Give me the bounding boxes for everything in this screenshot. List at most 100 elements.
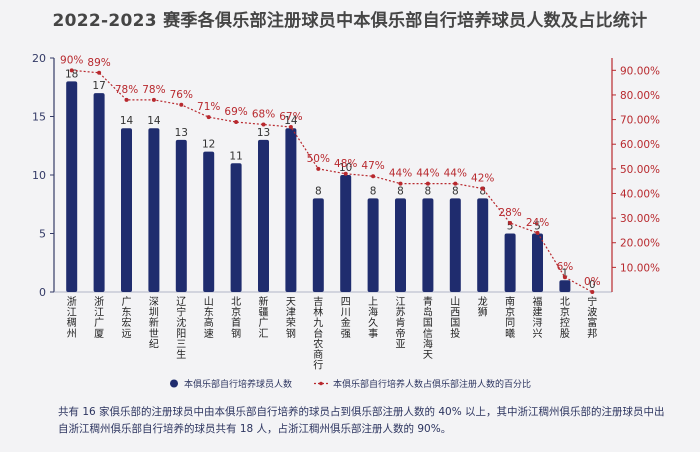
percent-label: 0%: [584, 276, 601, 288]
bar-value-label: 18: [65, 68, 78, 80]
category-label: 上海久事: [368, 296, 378, 340]
category-label: 辽宁沈阳三生: [176, 296, 186, 361]
percent-label: 28%: [498, 207, 521, 219]
category-label: 宁波富邦: [587, 295, 597, 340]
percent-point: [124, 97, 129, 102]
bar-value-label: 0: [589, 279, 596, 291]
right-axis-tick-label: 80.00%: [620, 90, 660, 102]
percent-point: [261, 122, 266, 127]
left-axis-tick-label: 10: [32, 169, 46, 182]
bar: [422, 198, 434, 292]
bar-value-label: 17: [92, 80, 105, 92]
percent-label: 50%: [307, 153, 330, 165]
percent-point: [371, 174, 376, 179]
bar: [395, 198, 406, 292]
bar-value-label: 14: [284, 115, 298, 127]
bar-value-label: 8: [479, 185, 486, 197]
percent-point: [97, 70, 102, 75]
percent-point: [480, 186, 485, 191]
category-label: 江苏肯帝亚: [396, 296, 406, 350]
bar-value-label: 14: [147, 115, 161, 127]
percent-label: 68%: [252, 109, 275, 121]
legend-bar-marker: [170, 379, 178, 388]
right-axis-tick-label: 90.00%: [620, 65, 660, 77]
category-label: 广东宏远: [122, 296, 132, 340]
line-series: 90% 89%78% 78% 76%71% 69% 68% 67%50% 48% 47%44% 4…: [60, 54, 601, 294]
category-label: 青岛国信海天: [423, 295, 433, 361]
bar-value-label: 12: [202, 139, 215, 151]
category-label: 福建浔兴: [533, 295, 543, 340]
percent-point: [398, 181, 403, 186]
bar: [312, 198, 324, 292]
bar: [532, 233, 543, 292]
bar: [148, 128, 160, 292]
percent-label: 6%: [557, 261, 574, 273]
category-label: 吉林九台农商行: [313, 296, 323, 372]
left-axis-tick-label: 20: [32, 52, 46, 65]
bar-value-label: 1: [562, 267, 569, 279]
percent-label: 47%: [361, 160, 384, 172]
percent-point: [508, 221, 513, 226]
bar-value-label: 8: [452, 185, 459, 197]
bar: [449, 198, 461, 292]
left-axis-tick-label: 5: [39, 228, 46, 241]
bar: [203, 151, 215, 292]
bar-value-label: 13: [257, 127, 270, 139]
bar-value-label: 5: [534, 221, 541, 233]
percent-label: 44%: [416, 168, 439, 180]
percent-point: [316, 166, 321, 171]
percent-label: 90%: [60, 54, 83, 66]
percent-label: 67%: [279, 111, 302, 123]
bar: [230, 163, 242, 292]
percent-point: [288, 124, 293, 129]
percent-label: 69%: [224, 106, 247, 118]
left-axis-tick-label: 15: [32, 111, 46, 124]
right-axis-tick-label: 50.00%: [620, 164, 660, 176]
percent-label: 78%: [115, 84, 138, 96]
bar: [340, 175, 352, 292]
right-axis-tick-label: 40.00%: [620, 188, 660, 200]
right-axis-tick-label: 30.00%: [620, 213, 660, 225]
bar: [504, 233, 516, 292]
bar: [258, 139, 269, 292]
category-label: 新疆广汇: [259, 295, 269, 340]
right-axis-tick-label: 70.00%: [620, 115, 660, 127]
legend-bar-label: 本俱乐部自行培养球员人数: [184, 378, 292, 390]
legend: 本俱乐部自行培养球员人数 本俱乐部自行培养人数占俱乐部注册人数的百分比: [170, 378, 531, 390]
legend-line-label: 本俱乐部自行培养人数占俱乐部注册人数的百分比: [333, 378, 531, 390]
bar-value-label: 8: [425, 185, 432, 197]
category-label: 北京控股: [560, 296, 570, 340]
bar-value-label: 8: [397, 185, 404, 197]
right-axis: 10.00% 20.00% 30.00% 40.00% 50.00% 60.00% 70.0…: [611, 58, 660, 292]
percent-label: 44%: [389, 168, 412, 180]
bar: [477, 198, 489, 292]
percent-point: [535, 230, 540, 235]
left-axis-tick-label: 0: [39, 286, 46, 299]
percent-point: [179, 102, 184, 107]
bar: [93, 93, 105, 292]
percent-point: [562, 275, 567, 280]
bar-value-label: 11: [229, 150, 242, 162]
category-label: 浙江稠州: [67, 296, 77, 340]
category-label: 山东高速: [204, 296, 214, 340]
percent-point: [234, 120, 239, 125]
percent-point: [453, 181, 458, 186]
chart-title: 2022-2023 赛季各俱乐部注册球员中本俱乐部自行培养球员人数及占比统计: [52, 11, 648, 31]
footnote-text: 共有 16 家俱乐部的注册球员中由本俱乐部自行培养的球员占到俱乐部注册人数的 4…: [58, 406, 665, 435]
percent-point: [425, 181, 430, 186]
bar-value-label: 8: [315, 185, 322, 197]
percent-point: [343, 171, 348, 176]
right-axis-tick-label: 20.00%: [620, 238, 660, 250]
percent-label: 42%: [471, 173, 494, 185]
category-label: 深圳新世纪: [149, 296, 159, 350]
bar-value-label: 5: [507, 221, 514, 233]
category-label: 浙江广厦: [94, 296, 104, 340]
legend-line-dot: [319, 381, 323, 386]
bar-value-label: 14: [120, 115, 134, 127]
percent-label: 76%: [170, 89, 193, 101]
category-label: 北京首钢: [231, 296, 241, 340]
percent-label: 44%: [444, 168, 467, 180]
